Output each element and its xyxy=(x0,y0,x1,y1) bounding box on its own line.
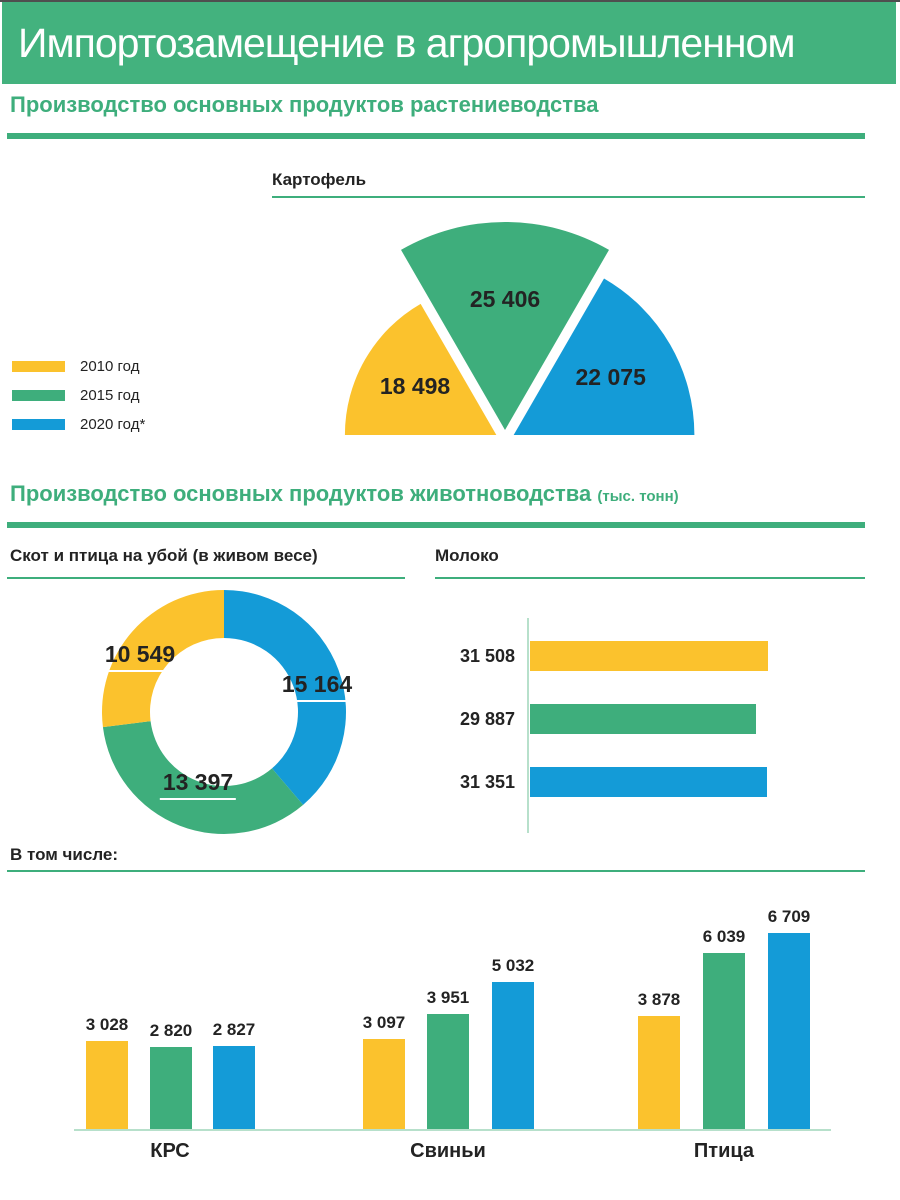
donut-slice xyxy=(224,590,346,805)
milk-chart-title: Молоко xyxy=(435,546,499,565)
grouped-bar xyxy=(427,1014,469,1129)
bar-value-label: 5 032 xyxy=(491,956,535,975)
donut-value-label: 13 397 xyxy=(159,769,237,800)
bar-value-label: 3 951 xyxy=(426,988,470,1007)
fan-value-label: 18 498 xyxy=(380,373,451,399)
fan-slice xyxy=(513,278,695,435)
slaughter-chart-title: Скот и птица на убой (в живом весе) xyxy=(10,546,318,565)
grouped-bar xyxy=(703,953,745,1129)
category-label: Птица xyxy=(693,1140,755,1162)
page-title: Импортозамещение в агропромышленном xyxy=(18,19,796,66)
fan-slice xyxy=(401,221,609,430)
milk-bar xyxy=(530,704,756,734)
fan-slice xyxy=(344,303,497,435)
milk-bar xyxy=(530,641,768,671)
donut-value-label: 15 164 xyxy=(278,671,356,702)
bar-value-label: 3 878 xyxy=(637,990,681,1009)
potato-chart-rule xyxy=(272,196,865,198)
category-label: КРС xyxy=(150,1140,190,1162)
header-banner: Импортозамещение в агропромышленном xyxy=(2,2,896,84)
section-livestock-title-text: Производство основных продуктов животнов… xyxy=(10,481,592,506)
potato-chart-title: Картофель xyxy=(272,170,367,189)
legend-color-swatch xyxy=(12,390,65,401)
milk-bar xyxy=(530,767,767,797)
legend-item-label: 2010 год xyxy=(80,358,140,375)
bar-value-label: 3 097 xyxy=(362,1013,406,1032)
slaughter-chart-rule xyxy=(7,577,405,579)
section-livestock-rule xyxy=(7,522,865,528)
grouped-chart-baseline xyxy=(74,1129,831,1131)
breakdown-rule xyxy=(7,870,865,872)
milk-chart-rule xyxy=(435,577,865,579)
bar-value-label: 2 827 xyxy=(212,1020,256,1039)
donut-value-label: 10 549 xyxy=(101,641,179,672)
bar-value-label: 6 709 xyxy=(767,907,811,926)
slaughter-donut-chart xyxy=(102,590,346,834)
bar-value-label: 2 820 xyxy=(149,1021,193,1040)
fan-value-label: 25 406 xyxy=(470,286,540,312)
breakdown-title: В том числе: xyxy=(10,845,119,864)
milk-value-label: 31 508 xyxy=(459,645,515,666)
grouped-bar xyxy=(768,933,810,1129)
year-legend: 2010 год 2015 год 2020 год* xyxy=(12,352,145,439)
legend-item-label: 2015 год xyxy=(80,387,140,404)
milk-value-label: 29 887 xyxy=(459,708,515,729)
milk-bar-chart: 31 508 29 887 31 351 xyxy=(430,610,875,840)
grouped-bar xyxy=(492,982,534,1129)
potato-fan-chart: 18 498 25 406 22 075 xyxy=(344,221,695,435)
grouped-bar xyxy=(150,1047,192,1129)
donut-slice xyxy=(102,590,224,728)
milk-bar-row: 29 887 xyxy=(430,704,756,734)
legend-item: 2020 год* xyxy=(12,410,145,439)
legend-color-swatch xyxy=(12,419,65,430)
legend-item-label: 2020 год* xyxy=(80,416,146,433)
donut-slice xyxy=(102,721,304,834)
grouped-bar xyxy=(213,1046,255,1129)
fan-value-label: 22 075 xyxy=(576,364,647,390)
livestock-grouped-bar-chart: КРС 3 028 2 820 2 827 Свиньи 3 097 3 951 5 032 П… xyxy=(0,890,900,1190)
milk-value-label: 31 351 xyxy=(459,771,515,792)
milk-axis-line xyxy=(527,618,529,833)
top-border xyxy=(0,0,900,2)
grouped-bar xyxy=(363,1039,405,1129)
category-label: Свиньи xyxy=(410,1140,486,1162)
grouped-bar xyxy=(638,1016,680,1129)
bar-value-label: 3 028 xyxy=(85,1015,129,1034)
section-crops-rule xyxy=(7,133,865,139)
section-livestock-units: (тыс. тонн) xyxy=(597,488,679,505)
grouped-bar xyxy=(86,1041,128,1129)
milk-bar-row: 31 351 xyxy=(430,767,767,797)
milk-bar-row: 31 508 xyxy=(430,641,768,671)
legend-item: 2015 год xyxy=(12,381,145,410)
section-crops-title: Производство основных продуктов растение… xyxy=(10,92,599,117)
legend-item: 2010 год xyxy=(12,352,145,381)
section-livestock-title: Производство основных продуктов животнов… xyxy=(10,481,679,507)
legend-color-swatch xyxy=(12,361,65,372)
bar-value-label: 6 039 xyxy=(702,927,746,946)
